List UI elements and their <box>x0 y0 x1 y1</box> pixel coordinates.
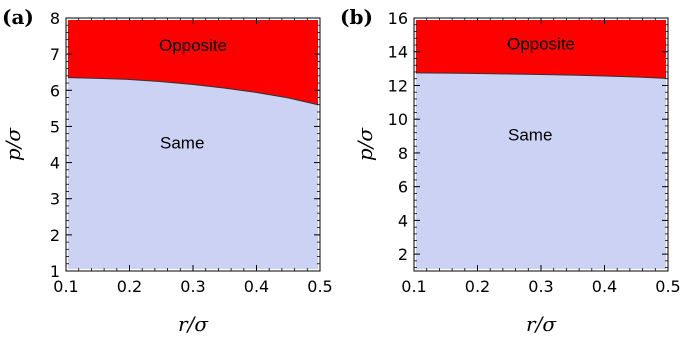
region-annotation: Same <box>508 125 552 144</box>
y-tick-label: 1 <box>50 262 60 281</box>
phase-boundary-line <box>415 72 667 79</box>
x-tick-label: 0.1 <box>401 277 426 296</box>
y-tick-label: 14 <box>388 43 408 62</box>
x-tick-label: 0.4 <box>244 277 269 296</box>
region-same <box>416 72 666 269</box>
y-tick-label: 8 <box>398 144 408 163</box>
region-same <box>68 77 318 269</box>
y-tick-label: 8 <box>50 9 60 28</box>
x-tick-label: 0.3 <box>528 277 553 296</box>
panel-label: (a) <box>2 5 34 29</box>
y-tick-label: 4 <box>50 154 60 173</box>
panel-a: 0.1 0.2 0.3 0.4 0.5 1 2 3 4 5 6 7 8 Opposite Same r/σ p/… <box>1 5 333 336</box>
y-axis-label: p/σ <box>353 127 377 162</box>
y-tick-label: 2 <box>50 226 60 245</box>
x-axis-label: r/σ <box>526 312 557 336</box>
y-tick-label: 6 <box>50 81 60 100</box>
region-annotation: Opposite <box>507 34 575 53</box>
panel-label: (b) <box>340 5 373 29</box>
x-tick-label: 0.1 <box>53 277 78 296</box>
phase-boundary-line <box>67 77 319 106</box>
y-tick-label: 12 <box>388 76 408 95</box>
x-axis-label: r/σ <box>178 312 209 336</box>
y-axis-label: p/σ <box>1 127 25 162</box>
x-tick-label: 0.2 <box>465 277 490 296</box>
x-tick-label: 0.3 <box>180 277 205 296</box>
x-tick-label: 0.5 <box>655 277 680 296</box>
x-tick-label: 0.4 <box>592 277 617 296</box>
region-opposite <box>68 20 318 105</box>
y-tick-label: 7 <box>50 45 60 64</box>
y-tick-label: 6 <box>398 178 408 197</box>
region-annotation: Opposite <box>159 36 227 55</box>
y-tick-label: 3 <box>50 190 60 209</box>
y-tick-label: 4 <box>398 211 408 230</box>
x-tick-label: 0.2 <box>117 277 142 296</box>
x-tick-label: 0.5 <box>307 277 332 296</box>
y-tick-label: 5 <box>50 117 60 136</box>
region-annotation: Same <box>160 134 204 153</box>
panel-b: 0.1 0.2 0.3 0.4 0.5 2 4 6 8 10 12 14 16 Opposite Same r… <box>340 5 681 336</box>
y-tick-label: 2 <box>398 245 408 264</box>
y-tick-label: 10 <box>388 110 408 129</box>
region-opposite <box>416 20 666 79</box>
y-tick-label: 16 <box>388 9 408 28</box>
